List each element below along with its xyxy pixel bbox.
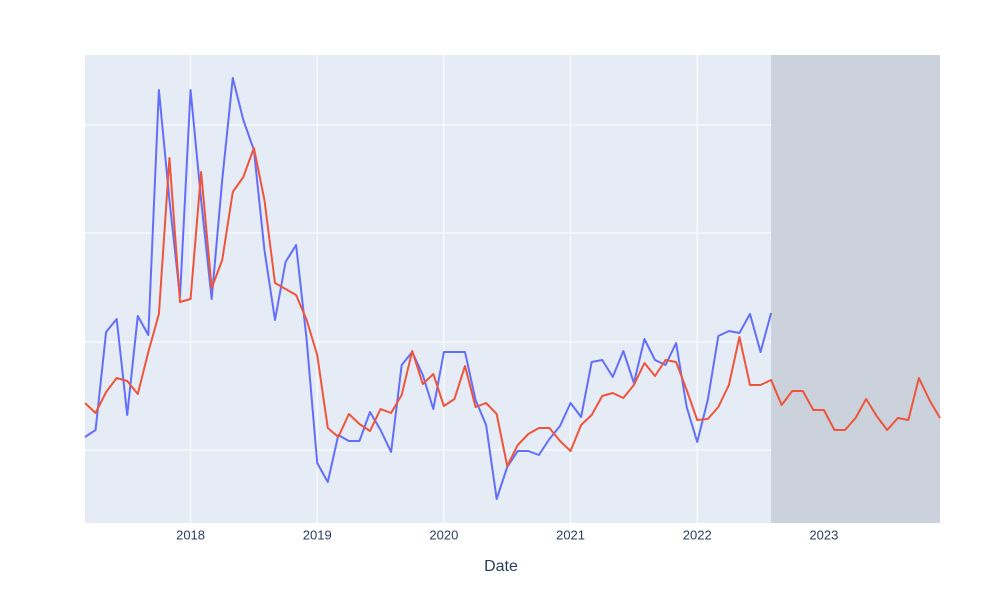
x-tick-label: 2022 (683, 527, 712, 542)
x-tick-label: 2020 (429, 527, 458, 542)
x-tick-label: 2023 (809, 527, 838, 542)
x-tick-label: 2021 (556, 527, 585, 542)
x-tick-label: 2019 (303, 527, 332, 542)
shaded-region (771, 55, 940, 523)
x-tick-label: 2018 (176, 527, 205, 542)
data-line (84, 147, 941, 467)
x-axis-label: Date (484, 558, 518, 575)
